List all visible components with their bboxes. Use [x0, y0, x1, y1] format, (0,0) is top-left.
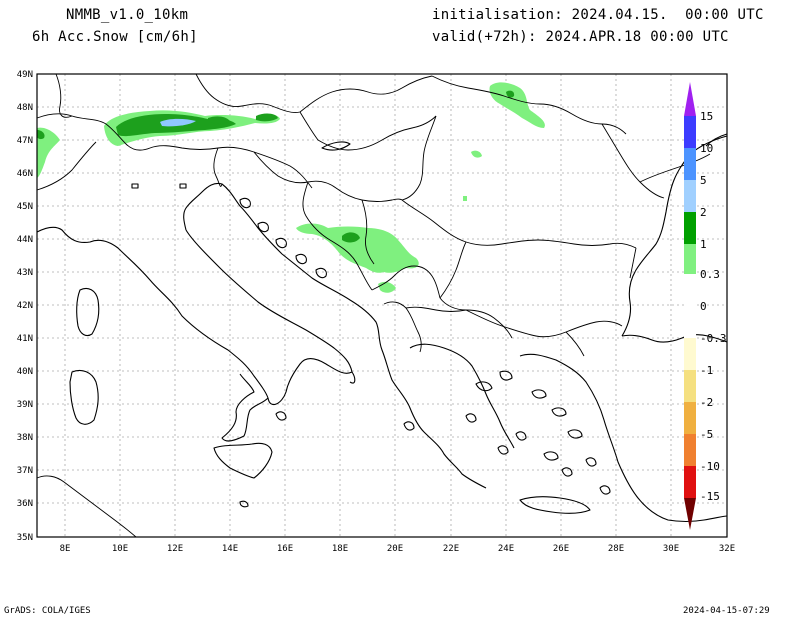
- colorbar-label: -5: [700, 428, 713, 441]
- colorbar-box: [684, 212, 696, 244]
- lat-label: 40N: [17, 367, 33, 377]
- colorbar-box: [684, 466, 696, 498]
- valid-time: valid(+72h): 2024.APR.18 00:00 UTC: [432, 29, 729, 45]
- snow-area-speck2: [463, 196, 467, 201]
- lat-label: 47N: [17, 136, 33, 146]
- colorbar-box: [684, 370, 696, 402]
- colorbar-box: [684, 434, 696, 466]
- lat-label: 39N: [17, 400, 33, 410]
- plot-frame: [36, 73, 728, 538]
- lon-label: 26E: [553, 544, 569, 554]
- snow-area-carpathians-core: [506, 90, 515, 98]
- lon-label: 32E: [719, 544, 735, 554]
- colorbar-label: 2: [700, 206, 707, 219]
- longitude-labels: 8E 10E 12E 14E 16E 18E 20E 22E 24E 26E 2…: [60, 544, 736, 554]
- lon-label: 10E: [112, 544, 128, 554]
- snow-area-west-core: [37, 130, 45, 140]
- snow-area-carpathians: [489, 82, 545, 128]
- colorbar-bottom-arrow: [684, 498, 696, 530]
- colorbar-label: 0.3: [700, 268, 720, 281]
- lat-label: 44N: [17, 235, 33, 245]
- lat-label: 49N: [17, 70, 33, 80]
- model-title: NMMB_v1.0_10km: [66, 7, 189, 23]
- lon-label: 30E: [663, 544, 679, 554]
- snow-area-balkans: [296, 223, 419, 273]
- lon-label: 14E: [222, 544, 238, 554]
- colorbar: 15 10 5 2 1 0.3 0 -0.3 -1 -2 -5 -10 -15: [684, 82, 727, 530]
- lon-label: 22E: [443, 544, 459, 554]
- init-time: initialisation: 2024.04.15. 00:00 UTC: [432, 7, 764, 23]
- snow-area-balkans-core: [342, 232, 360, 243]
- lon-label: 28E: [608, 544, 624, 554]
- colorbar-label: -1: [700, 364, 713, 377]
- colorbar-box: [684, 148, 696, 180]
- colorbar-box: [684, 338, 696, 370]
- colorbar-label: 0: [700, 300, 707, 313]
- field-title: 6h Acc.Snow [cm/6h]: [32, 29, 198, 45]
- lat-label: 48N: [17, 103, 33, 113]
- colorbar-label: -15: [700, 490, 720, 503]
- country-borders: [36, 73, 711, 538]
- colorbar-label: 1: [700, 238, 707, 251]
- lat-label: 42N: [17, 301, 33, 311]
- lat-label: 43N: [17, 268, 33, 278]
- lat-label: 37N: [17, 466, 33, 476]
- footer-grads: GrADS: COLA/IGES: [4, 606, 91, 616]
- snow-shading: [37, 82, 545, 293]
- snow-area-tirol-core: [256, 113, 278, 122]
- snow-area-alps-peak: [160, 118, 196, 127]
- colorbar-box: [684, 244, 696, 274]
- colorbar-label: 15: [700, 110, 713, 123]
- snow-area-speck1: [471, 150, 482, 158]
- snow-area-balkans-south: [378, 281, 396, 293]
- lon-label: 24E: [498, 544, 514, 554]
- snow-area-tirol-core2: [208, 116, 230, 124]
- snow-area-west: [37, 127, 60, 178]
- lon-label: 12E: [167, 544, 183, 554]
- lat-label: 46N: [17, 169, 33, 179]
- lat-label: 35N: [17, 533, 33, 543]
- colorbar-label: 5: [700, 174, 707, 187]
- colorbar-label: -2: [700, 396, 713, 409]
- colorbar-box: [684, 180, 696, 212]
- colorbar-box: [684, 402, 696, 434]
- lon-label: 16E: [277, 544, 293, 554]
- colorbar-label: -10: [700, 460, 720, 473]
- lon-label: 18E: [332, 544, 348, 554]
- colorbar-box: [684, 274, 696, 338]
- lat-label: 41N: [17, 334, 33, 344]
- lon-label: 8E: [60, 544, 71, 554]
- footer-timestamp: 2024-04-15-07:29: [683, 606, 770, 616]
- coastlines: [36, 133, 728, 523]
- colorbar-top-arrow: [684, 82, 696, 116]
- lon-label: 20E: [387, 544, 403, 554]
- lat-label: 45N: [17, 202, 33, 212]
- colorbar-label: -0.3: [700, 332, 727, 345]
- colorbar-label: 10: [700, 142, 713, 155]
- lat-label: 36N: [17, 499, 33, 509]
- lat-label: 38N: [17, 433, 33, 443]
- colorbar-box: [684, 116, 696, 148]
- grid-lines: [37, 74, 727, 537]
- latitude-labels: 49N 48N 47N 46N 45N 44N 43N 42N 41N 40N …: [17, 70, 33, 543]
